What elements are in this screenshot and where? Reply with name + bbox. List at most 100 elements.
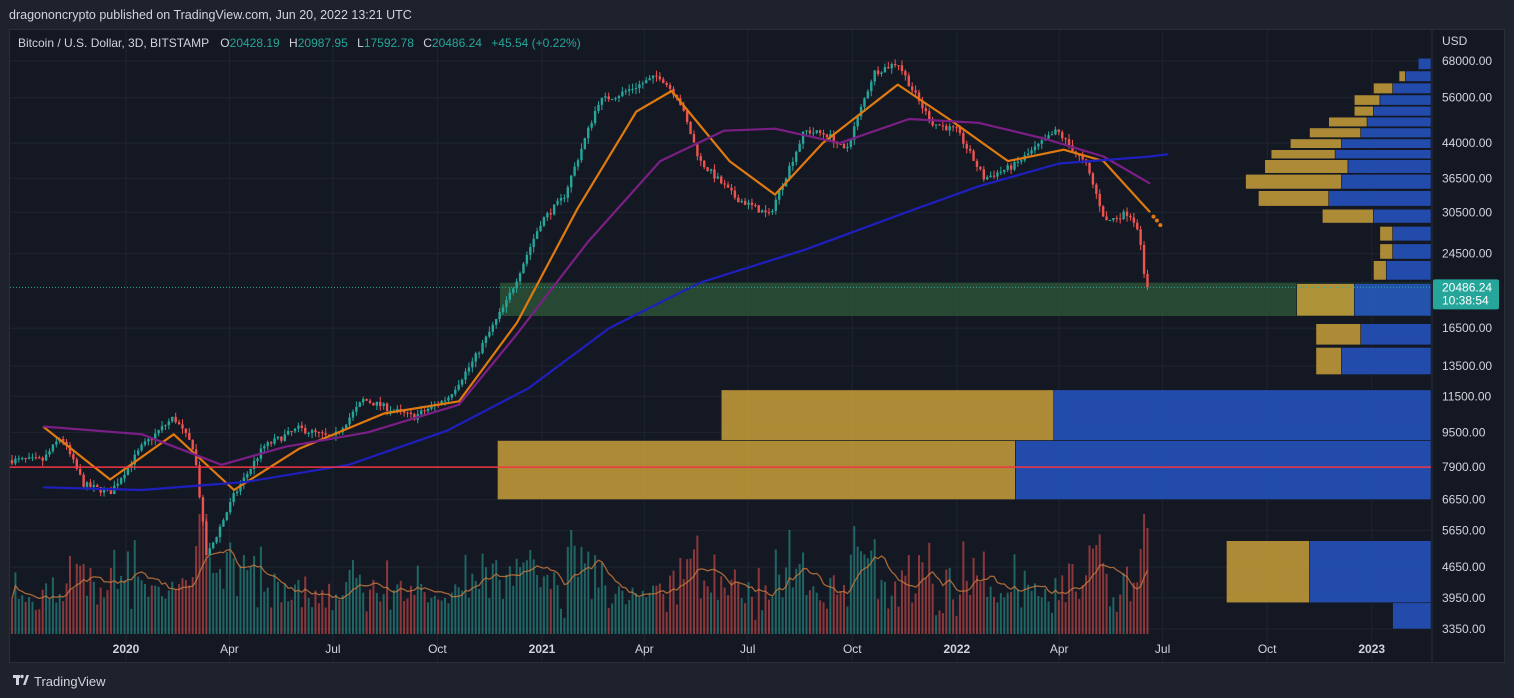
volume-bar bbox=[522, 562, 525, 634]
volume-bar bbox=[549, 588, 552, 634]
volume-bar bbox=[730, 579, 733, 634]
price-axis-label: 16500.00 bbox=[1442, 321, 1492, 335]
candle-body bbox=[450, 394, 454, 398]
candle-body bbox=[1142, 244, 1146, 274]
volume-bar bbox=[11, 598, 13, 634]
volume-bar bbox=[1061, 575, 1064, 634]
volume-bar bbox=[846, 606, 849, 634]
candle-body bbox=[641, 83, 645, 85]
volume-bar bbox=[757, 567, 760, 634]
volume-bar bbox=[669, 575, 672, 634]
candle-body bbox=[743, 200, 747, 205]
candle-body bbox=[419, 410, 423, 415]
symbol-name[interactable]: Bitcoin / U.S. Dollar, 3D, BITSTAMP bbox=[18, 36, 209, 50]
volume-profile-row-down bbox=[1398, 70, 1406, 82]
volume-bar bbox=[242, 555, 245, 634]
candle-body bbox=[1050, 134, 1054, 136]
volume-bar bbox=[208, 556, 211, 634]
candle-body bbox=[286, 430, 290, 435]
time-axis-label: Oct bbox=[428, 642, 447, 656]
candle-body bbox=[362, 399, 365, 403]
volume-bar bbox=[1095, 544, 1098, 634]
candle-body bbox=[235, 491, 239, 494]
volume-bar bbox=[399, 580, 402, 634]
price-axis-label: 5650.00 bbox=[1442, 523, 1486, 537]
volume-bar bbox=[819, 600, 822, 634]
candle-body bbox=[829, 133, 832, 138]
candle-body bbox=[409, 412, 413, 415]
candle-body bbox=[300, 425, 304, 428]
candle-body bbox=[846, 146, 849, 149]
volume-bar bbox=[532, 559, 535, 634]
candle-body bbox=[457, 384, 460, 390]
volume-bar bbox=[812, 586, 815, 634]
volume-bar bbox=[31, 601, 34, 634]
volume-bar bbox=[491, 563, 494, 634]
candle-body bbox=[917, 92, 921, 101]
candle-body bbox=[1088, 163, 1091, 174]
volume-bar bbox=[219, 568, 221, 634]
volume-profile-row-down bbox=[1379, 226, 1393, 242]
volume-bar bbox=[1098, 534, 1101, 634]
volume-bar bbox=[1132, 582, 1135, 634]
volume-bar bbox=[1088, 545, 1091, 634]
volume-bars bbox=[11, 514, 1149, 634]
candle-body bbox=[624, 90, 627, 92]
publish-line: dragononcrypto published on TradingView.… bbox=[9, 8, 412, 22]
volume-bar bbox=[607, 608, 610, 634]
volume-bar bbox=[1033, 583, 1036, 634]
volume-bar bbox=[1057, 600, 1060, 634]
volume-bar bbox=[1143, 514, 1146, 634]
tradingview-logo-icon[interactable] bbox=[13, 673, 29, 687]
volume-bar bbox=[1016, 589, 1019, 634]
candle-body bbox=[351, 411, 355, 418]
volume-bar bbox=[580, 546, 583, 634]
candle-body bbox=[651, 75, 655, 79]
candle-body bbox=[876, 70, 880, 74]
candle-body bbox=[965, 143, 968, 149]
volume-bar bbox=[897, 606, 900, 634]
candle-body bbox=[771, 210, 774, 213]
volume-bar bbox=[894, 581, 897, 634]
close-value: 20486.24 bbox=[431, 36, 482, 50]
volume-bar bbox=[611, 603, 614, 634]
volume-profile-row-up bbox=[1015, 440, 1432, 500]
candle-body bbox=[508, 292, 512, 300]
volume-bar bbox=[727, 595, 730, 634]
volume-bar bbox=[825, 608, 828, 634]
candle-body bbox=[934, 124, 938, 126]
volume-bar bbox=[843, 584, 845, 634]
volume-bar bbox=[280, 602, 283, 634]
tradingview-brand[interactable]: TradingView bbox=[34, 674, 106, 689]
candle-body bbox=[283, 434, 286, 441]
volume-bar bbox=[904, 575, 907, 634]
candle-body bbox=[573, 166, 576, 176]
volume-bar bbox=[665, 611, 668, 634]
volume-bar bbox=[116, 588, 119, 634]
candle-body bbox=[658, 76, 662, 80]
volume-bar bbox=[92, 581, 95, 634]
volume-bar bbox=[444, 597, 447, 634]
candle-body bbox=[136, 450, 140, 455]
volume-bar bbox=[621, 590, 624, 634]
volume-bar bbox=[744, 603, 747, 634]
volume-bar bbox=[924, 577, 927, 634]
candle-body bbox=[324, 433, 327, 435]
volume-bar bbox=[345, 582, 348, 634]
candle-body bbox=[119, 478, 123, 484]
price-axis-label: 68000.00 bbox=[1442, 54, 1492, 68]
volume-bar bbox=[65, 583, 68, 634]
candle-body bbox=[1064, 138, 1067, 140]
volume-bar bbox=[358, 574, 361, 634]
candle-body bbox=[1122, 211, 1125, 220]
candle-body bbox=[665, 82, 668, 86]
volume-bar bbox=[103, 597, 106, 634]
volume-bar bbox=[1122, 572, 1125, 634]
candle-body bbox=[150, 439, 154, 441]
candle-body bbox=[607, 96, 610, 100]
time-axis-label: Apr bbox=[220, 642, 239, 656]
candle-body bbox=[167, 421, 171, 426]
candle-body bbox=[662, 79, 665, 83]
